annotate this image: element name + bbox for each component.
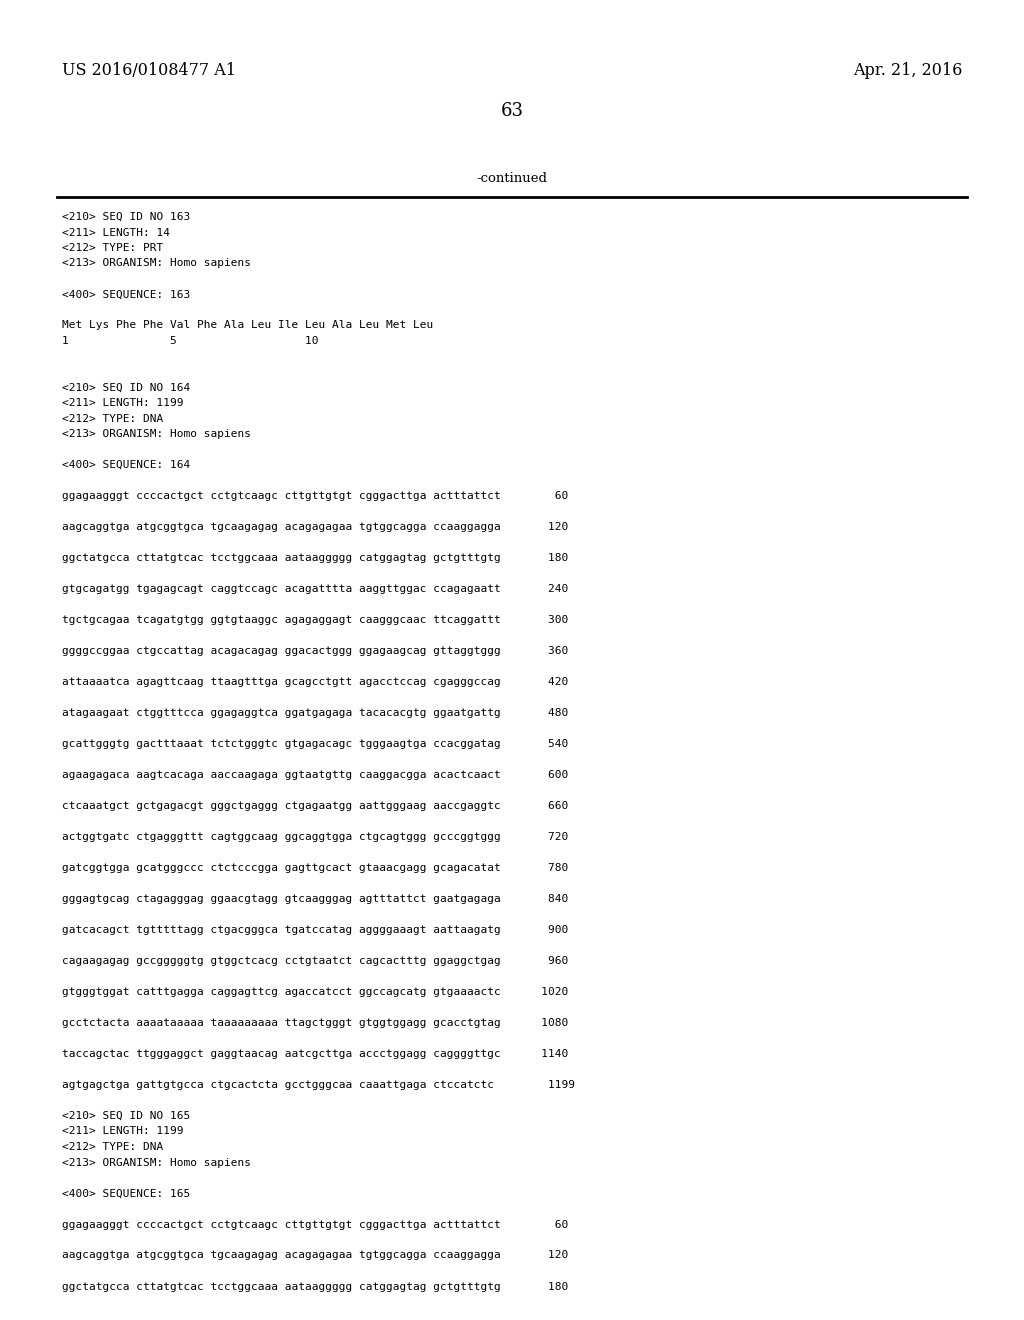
Text: gtgcagatgg tgagagcagt caggtccagc acagatttta aaggttggac ccagagaatt       240: gtgcagatgg tgagagcagt caggtccagc acagatt… bbox=[62, 583, 568, 594]
Text: gcctctacta aaaataaaaa taaaaaaaaa ttagctgggt gtggtggagg gcacctgtag      1080: gcctctacta aaaataaaaa taaaaaaaaa ttagctg… bbox=[62, 1018, 568, 1028]
Text: gatcacagct tgtttttagg ctgacgggca tgatccatag aggggaaagt aattaagatg       900: gatcacagct tgtttttagg ctgacgggca tgatcca… bbox=[62, 925, 568, 935]
Text: <400> SEQUENCE: 164: <400> SEQUENCE: 164 bbox=[62, 459, 190, 470]
Text: aagcaggtga atgcggtgca tgcaagagag acagagagaa tgtggcagga ccaaggagga       120: aagcaggtga atgcggtgca tgcaagagag acagaga… bbox=[62, 521, 568, 532]
Text: cagaagagag gccgggggtg gtggctcacg cctgtaatct cagcactttg ggaggctgag       960: cagaagagag gccgggggtg gtggctcacg cctgtaa… bbox=[62, 956, 568, 966]
Text: <210> SEQ ID NO 164: <210> SEQ ID NO 164 bbox=[62, 383, 190, 392]
Text: gggagtgcag ctagagggag ggaacgtagg gtcaagggag agtttattct gaatgagaga       840: gggagtgcag ctagagggag ggaacgtagg gtcaagg… bbox=[62, 894, 568, 904]
Text: actggtgatc ctgagggttt cagtggcaag ggcaggtgga ctgcagtggg gcccggtggg       720: actggtgatc ctgagggttt cagtggcaag ggcaggt… bbox=[62, 832, 568, 842]
Text: taccagctac ttgggaggct gaggtaacag aatcgcttga accctggagg caggggttgc      1140: taccagctac ttgggaggct gaggtaacag aatcgct… bbox=[62, 1049, 568, 1059]
Text: attaaaatca agagttcaag ttaagtttga gcagcctgtt agacctccag cgagggccag       420: attaaaatca agagttcaag ttaagtttga gcagcct… bbox=[62, 677, 568, 686]
Text: <212> TYPE: DNA: <212> TYPE: DNA bbox=[62, 1142, 163, 1152]
Text: 63: 63 bbox=[501, 102, 523, 120]
Text: Met Lys Phe Phe Val Phe Ala Leu Ile Leu Ala Leu Met Leu: Met Lys Phe Phe Val Phe Ala Leu Ile Leu … bbox=[62, 321, 433, 330]
Text: <212> TYPE: DNA: <212> TYPE: DNA bbox=[62, 413, 163, 424]
Text: <212> TYPE: PRT: <212> TYPE: PRT bbox=[62, 243, 163, 253]
Text: atagaagaat ctggtttcca ggagaggtca ggatgagaga tacacacgtg ggaatgattg       480: atagaagaat ctggtttcca ggagaggtca ggatgag… bbox=[62, 708, 568, 718]
Text: aagcaggtga atgcggtgca tgcaagagag acagagagaa tgtggcagga ccaaggagga       120: aagcaggtga atgcggtgca tgcaagagag acagaga… bbox=[62, 1250, 568, 1261]
Text: tgctgcagaa tcagatgtgg ggtgtaaggc agagaggagt caagggcaac ttcaggattt       300: tgctgcagaa tcagatgtgg ggtgtaaggc agagagg… bbox=[62, 615, 568, 624]
Text: <211> LENGTH: 14: <211> LENGTH: 14 bbox=[62, 227, 170, 238]
Text: ggagaagggt ccccactgct cctgtcaagc cttgttgtgt cgggacttga actttattct        60: ggagaagggt ccccactgct cctgtcaagc cttgttg… bbox=[62, 491, 568, 502]
Text: ggctatgcca cttatgtcac tcctggcaaa aataaggggg catggagtag gctgtttgtg       180: ggctatgcca cttatgtcac tcctggcaaa aataagg… bbox=[62, 553, 568, 564]
Text: <213> ORGANISM: Homo sapiens: <213> ORGANISM: Homo sapiens bbox=[62, 429, 251, 440]
Text: gtgggtggat catttgagga caggagttcg agaccatcct ggccagcatg gtgaaaactc      1020: gtgggtggat catttgagga caggagttcg agaccat… bbox=[62, 987, 568, 997]
Text: gatcggtgga gcatgggccc ctctcccgga gagttgcact gtaaacgagg gcagacatat       780: gatcggtgga gcatgggccc ctctcccgga gagttgc… bbox=[62, 863, 568, 873]
Text: <400> SEQUENCE: 163: <400> SEQUENCE: 163 bbox=[62, 289, 190, 300]
Text: -continued: -continued bbox=[476, 172, 548, 185]
Text: ggggccggaa ctgccattag acagacagag ggacactggg ggagaagcag gttaggtggg       360: ggggccggaa ctgccattag acagacagag ggacact… bbox=[62, 645, 568, 656]
Text: gcattgggtg gactttaaat tctctgggtc gtgagacagc tgggaagtga ccacggatag       540: gcattgggtg gactttaaat tctctgggtc gtgagac… bbox=[62, 739, 568, 748]
Text: agaagagaca aagtcacaga aaccaagaga ggtaatgttg caaggacgga acactcaact       600: agaagagaca aagtcacaga aaccaagaga ggtaatg… bbox=[62, 770, 568, 780]
Text: 1               5                   10: 1 5 10 bbox=[62, 337, 318, 346]
Text: agtgagctga gattgtgcca ctgcactcta gcctgggcaa caaattgaga ctccatctc        1199: agtgagctga gattgtgcca ctgcactcta gcctggg… bbox=[62, 1080, 575, 1090]
Text: <211> LENGTH: 1199: <211> LENGTH: 1199 bbox=[62, 399, 183, 408]
Text: ggctatgcca cttatgtcac tcctggcaaa aataaggggg catggagtag gctgtttgtg       180: ggctatgcca cttatgtcac tcctggcaaa aataagg… bbox=[62, 1282, 568, 1291]
Text: <210> SEQ ID NO 165: <210> SEQ ID NO 165 bbox=[62, 1111, 190, 1121]
Text: <213> ORGANISM: Homo sapiens: <213> ORGANISM: Homo sapiens bbox=[62, 1158, 251, 1167]
Text: <210> SEQ ID NO 163: <210> SEQ ID NO 163 bbox=[62, 213, 190, 222]
Text: Apr. 21, 2016: Apr. 21, 2016 bbox=[853, 62, 962, 79]
Text: <211> LENGTH: 1199: <211> LENGTH: 1199 bbox=[62, 1126, 183, 1137]
Text: US 2016/0108477 A1: US 2016/0108477 A1 bbox=[62, 62, 236, 79]
Text: ctcaaatgct gctgagacgt gggctgaggg ctgagaatgg aattgggaag aaccgaggtc       660: ctcaaatgct gctgagacgt gggctgaggg ctgagaa… bbox=[62, 801, 568, 810]
Text: ggagaagggt ccccactgct cctgtcaagc cttgttgtgt cgggacttga actttattct        60: ggagaagggt ccccactgct cctgtcaagc cttgttg… bbox=[62, 1220, 568, 1229]
Text: <213> ORGANISM: Homo sapiens: <213> ORGANISM: Homo sapiens bbox=[62, 259, 251, 268]
Text: <400> SEQUENCE: 165: <400> SEQUENCE: 165 bbox=[62, 1188, 190, 1199]
